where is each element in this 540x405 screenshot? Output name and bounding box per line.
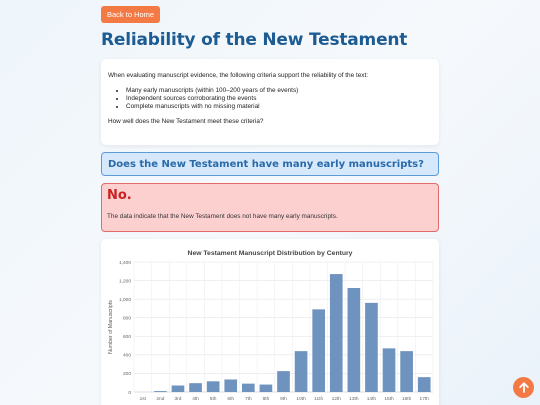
x-tick-label: 13th [349, 396, 359, 402]
y-tick-label: 200 [123, 371, 131, 377]
x-tick-label: 7th [245, 396, 252, 402]
bar-11th [312, 309, 326, 392]
chart-y-axis-label: Number of Manuscripts [108, 300, 114, 354]
x-tick-label: 15th [384, 396, 394, 402]
y-tick-label: 600 [123, 334, 131, 340]
arrow-up-icon [518, 382, 529, 393]
scroll-to-top-button[interactable] [513, 377, 534, 398]
bar-16th [400, 351, 413, 392]
bar-17th [417, 377, 431, 392]
page-title: Reliability of the New Testament [101, 30, 408, 50]
bar-10th [294, 351, 308, 392]
bar-13th [347, 288, 361, 392]
x-tick-label: 12th [332, 396, 342, 402]
x-tick-label: 5th [210, 396, 217, 402]
bar-6th [224, 379, 238, 392]
criteria-list: Many early manuscripts (within 100–200 y… [126, 87, 432, 111]
bar-5th [206, 381, 220, 392]
y-tick-label: 400 [123, 353, 131, 359]
x-tick-label: 6th [227, 396, 234, 402]
answer-text: The data indicate that the New Testament… [107, 213, 338, 220]
question-text: Does the New Testament have many early m… [108, 158, 424, 170]
x-tick-label: 3rd [175, 396, 182, 402]
back-to-home-button[interactable]: Back to Home [101, 6, 161, 23]
chart-card: New Testament Manuscript Distribution by… [101, 239, 439, 405]
x-tick-label: 11th [314, 396, 323, 402]
y-tick-label: 1,200 [119, 278, 131, 284]
bar-3rd [171, 385, 185, 392]
question-box: Does the New Testament have many early m… [101, 152, 439, 176]
bar-12th [329, 274, 343, 392]
bar-2nd [154, 391, 167, 392]
x-tick-label: 2nd [156, 396, 164, 402]
chart-title: New Testament Manuscript Distribution by… [188, 250, 353, 257]
bar-15th [382, 348, 396, 392]
criteria-intro-text: When evaluating manuscript evidence, the… [108, 72, 369, 79]
criteria-question-text: How well does the New Testament meet the… [108, 118, 264, 125]
answer-box: No. The data indicate that the New Testa… [101, 183, 439, 232]
x-tick-label: 17th [420, 396, 430, 402]
x-tick-label: 8th [263, 396, 270, 402]
y-tick-label: 1,000 [119, 297, 131, 303]
bar-8th [259, 384, 273, 392]
bar-4th [189, 383, 202, 392]
x-tick-label: 14th [367, 396, 377, 402]
x-tick-label: 9th [280, 396, 287, 402]
x-tick-label: 10th [296, 396, 306, 402]
criteria-card: When evaluating manuscript evidence, the… [101, 59, 439, 145]
answer-title: No. [107, 188, 132, 203]
x-tick-label: 1st [140, 396, 147, 402]
bar-9th [277, 371, 290, 392]
criteria-item: Many early manuscripts (within 100–200 y… [126, 87, 432, 95]
bar-7th [241, 383, 255, 392]
y-tick-label: 0 [128, 390, 131, 396]
bar-14th [365, 302, 378, 392]
manuscript-bar-chart: New Testament Manuscript Distribution by… [108, 250, 434, 402]
y-tick-label: 800 [123, 316, 131, 322]
y-tick-label: 1,400 [119, 260, 131, 266]
x-tick-label: 16th [402, 396, 412, 402]
criteria-item: Complete manuscripts with no missing mat… [126, 103, 432, 111]
x-tick-label: 4th [192, 396, 199, 402]
criteria-item: Independent sources corroborating the ev… [126, 95, 432, 103]
